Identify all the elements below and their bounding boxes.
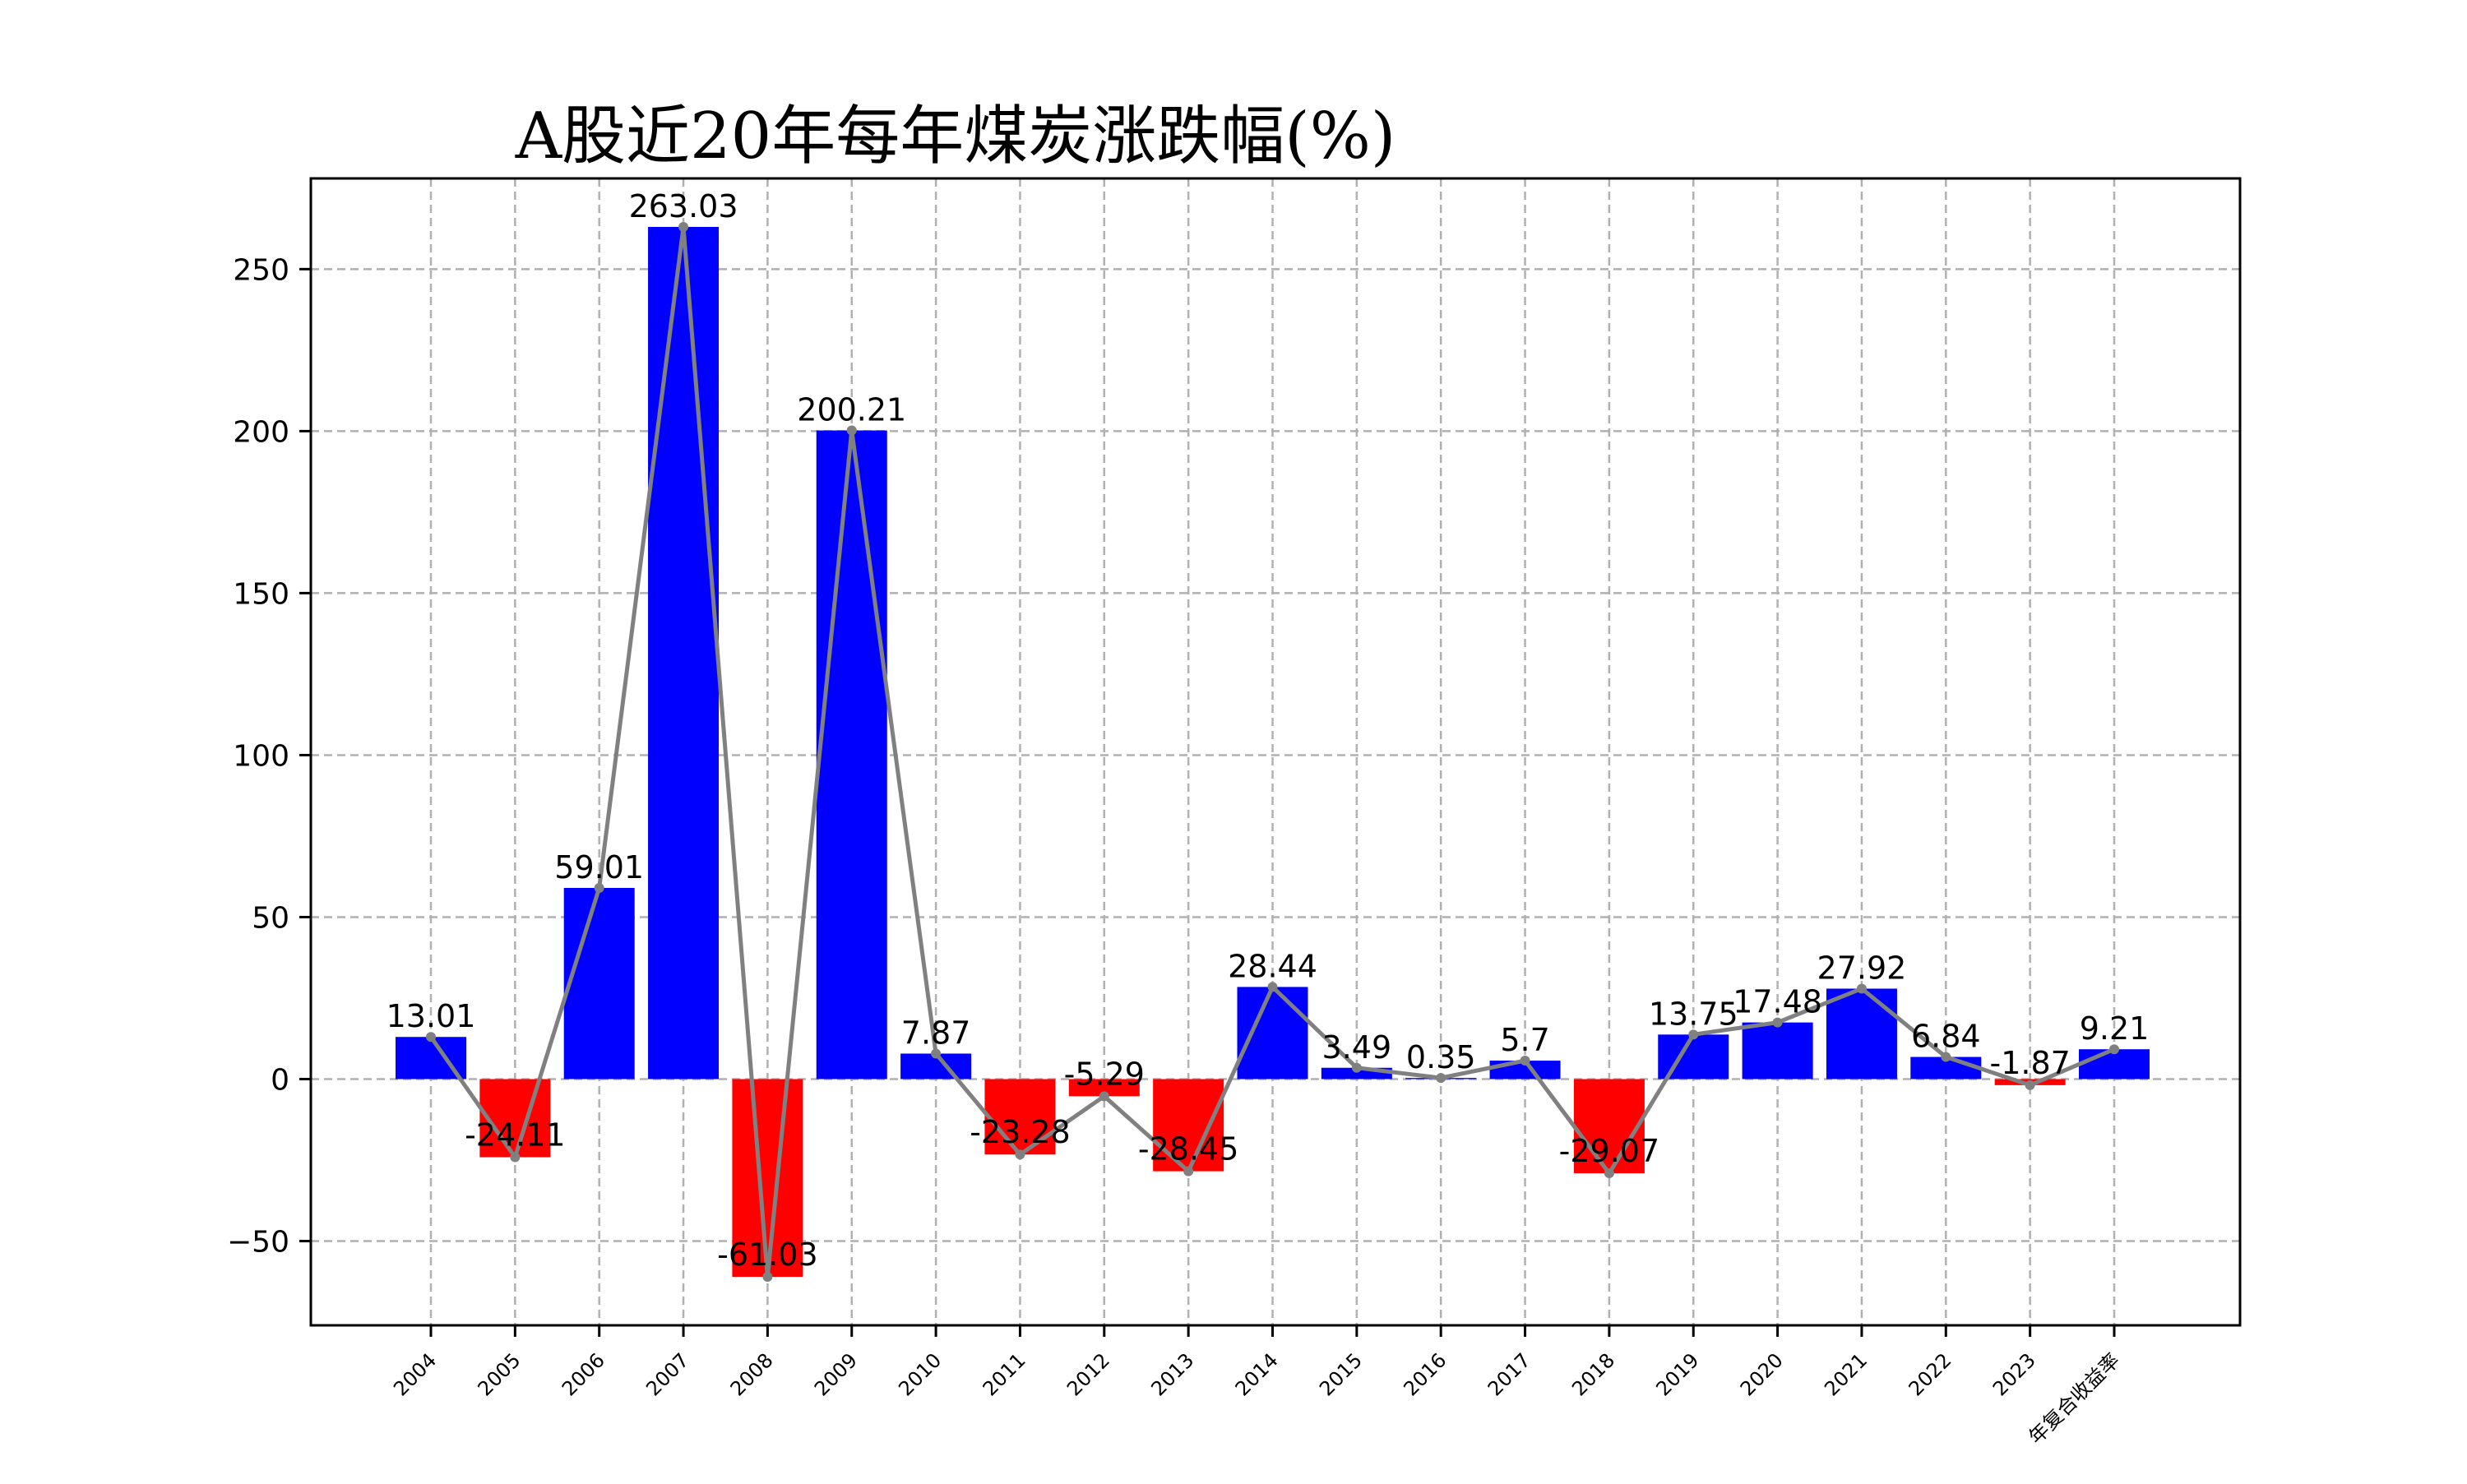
trend-point [1941,1052,1951,1062]
grid-lines [311,178,2240,1325]
trend-line [426,221,2119,1283]
trend-point [1099,1091,1109,1102]
trend-point [2109,1044,2119,1055]
data-label: 17.48 [1733,984,1822,1020]
data-label: -1.87 [1989,1045,2070,1081]
bar [648,226,720,1079]
data-label: 263.03 [629,188,738,224]
y-tick-label: 100 [233,739,289,773]
bar [732,1079,803,1278]
trend-point [1015,1149,1025,1160]
data-label: 200.21 [797,392,906,428]
data-label: -23.28 [970,1114,1071,1150]
data-label: 13.01 [386,998,476,1034]
trend-point [931,1048,942,1059]
data-label: -29.07 [1559,1133,1660,1169]
trend-point [1351,1062,1362,1073]
trend-point [2025,1079,2035,1090]
bar [479,1079,551,1158]
y-tick-label: 150 [233,577,289,611]
data-label: 9.21 [2080,1010,2150,1047]
bar [2079,1049,2150,1079]
bar [1237,987,1308,1079]
data-label: 7.87 [901,1015,971,1051]
trend-point [846,425,857,436]
trend-point [1856,983,1867,994]
chart-title: A股近20年每年煤炭涨跌幅(%) [515,99,1396,173]
y-tick-label: 0 [271,1064,289,1098]
bar [563,887,635,1079]
data-label: 6.84 [1911,1019,1981,1055]
trend-point [510,1152,521,1163]
data-label: 0.35 [1406,1039,1476,1075]
data-label: -5.29 [1064,1056,1145,1092]
bar [984,1079,1056,1155]
trend-point [762,1272,773,1283]
data-label: 5.7 [1500,1022,1549,1058]
data-label: -61.03 [717,1237,818,1273]
data-label: 13.75 [1649,996,1738,1032]
data-label: 3.49 [1322,1029,1392,1066]
y-tick-label: 50 [252,901,289,935]
data-label: 27.92 [1817,950,1907,986]
trend-point [1772,1017,1783,1028]
bar [1742,1022,1813,1079]
plot-frame [309,177,2242,1327]
y-tick-label: 250 [233,253,289,287]
y-tick-label: −50 [227,1226,289,1260]
trend-point [426,1032,436,1042]
data-label: 28.44 [1228,948,1317,984]
bar [1068,1079,1140,1097]
bar [816,430,887,1079]
bar [1153,1079,1224,1172]
trend-point [1436,1073,1446,1084]
bar [1573,1079,1645,1174]
y-tick-label: 200 [233,415,289,449]
data-label: 59.01 [554,849,644,885]
trend-point [1688,1029,1699,1040]
data-labels: 13.01 -24.11 59.01 263.03 -61.03 200.21 7.87 -2… [386,188,2150,1273]
trend-point [678,221,689,232]
trend-point [1520,1056,1530,1066]
trend-point [1183,1166,1194,1177]
data-label: -28.45 [1138,1131,1239,1167]
trend-point [1604,1168,1614,1179]
trend-point [1267,982,1278,992]
data-label: -24.11 [465,1117,566,1153]
bar [1826,988,1897,1079]
trend-point [594,882,604,893]
